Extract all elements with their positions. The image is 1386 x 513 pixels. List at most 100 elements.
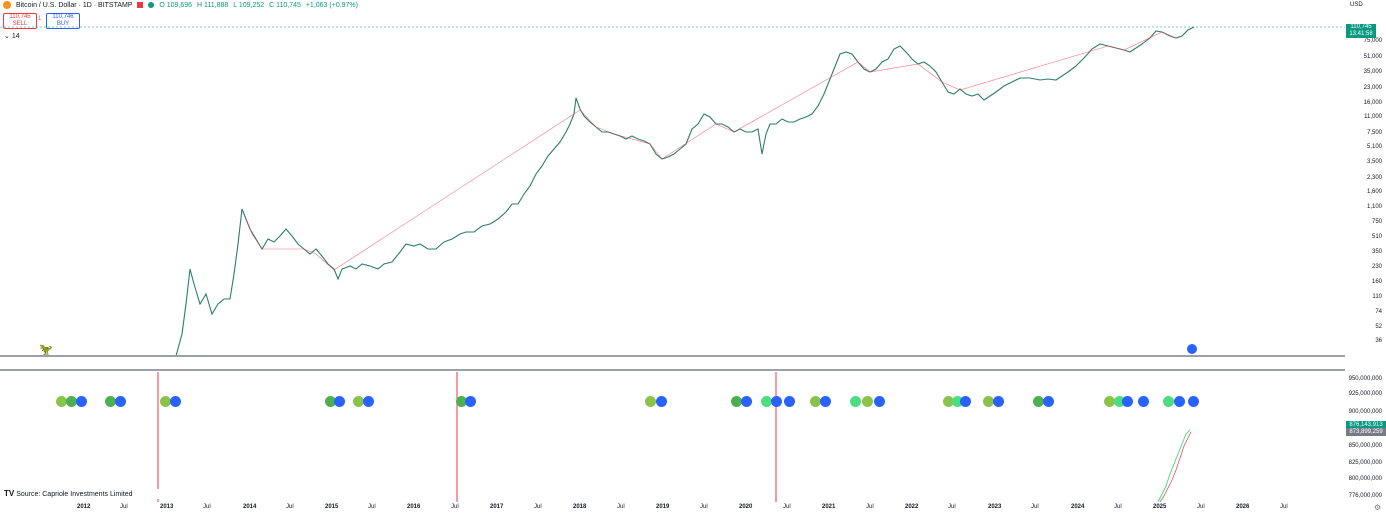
buy-marker[interactable] (1138, 396, 1149, 407)
capitulation-marker[interactable] (810, 396, 821, 407)
price-series-down-accents (245, 31, 1177, 271)
buy-marker[interactable] (874, 396, 885, 407)
indicator-axis-label: 900,000,000 (1348, 409, 1382, 415)
indicator-axis[interactable]: 950,000,000 925,000,000 900,000,000 850,… (1346, 372, 1386, 502)
sell-button[interactable]: 110,745 SELL (3, 13, 37, 29)
capitulation-marker[interactable] (943, 396, 954, 407)
indicator-axis-label: 776,000,000 (1348, 493, 1382, 499)
date-axis-label: Jul (783, 504, 791, 510)
indicator-chart[interactable] (0, 372, 1345, 502)
price-series-line (175, 26, 1195, 356)
symbol-header: Bitcoin / U.S. Dollar · 1D · BITSTAMP O … (0, 0, 1330, 12)
symbol-title[interactable]: Bitcoin / U.S. Dollar · 1D · BITSTAMP (15, 2, 133, 9)
buy-marker[interactable] (465, 396, 476, 407)
buy-marker[interactable] (771, 396, 782, 407)
buy-marker[interactable] (1188, 396, 1199, 407)
capitulation-marker[interactable] (1033, 396, 1044, 407)
capitulation-marker[interactable] (66, 396, 77, 407)
price-axis[interactable]: 75,000 51,000 35,000 23,000 16,000 11,00… (1346, 14, 1386, 356)
capitulation-marker[interactable] (56, 396, 67, 407)
event-flag-icon[interactable] (1187, 344, 1197, 354)
buy-marker[interactable] (76, 396, 87, 407)
buy-marker[interactable] (741, 396, 752, 407)
capitulation-marker[interactable] (952, 396, 963, 407)
last-price-tag: 110,745 13:41:58 (1346, 24, 1376, 38)
capitulation-marker[interactable] (456, 396, 467, 407)
buy-marker[interactable] (363, 396, 374, 407)
market-status-icon (148, 2, 155, 9)
ohlc-low: L 109,252 (233, 2, 265, 9)
date-axis-label: 2015 (325, 504, 339, 510)
dinosaur-icon: 🦖 (39, 344, 53, 356)
chevron-down-icon[interactable]: ⌄ (4, 33, 10, 40)
source-label: TV Source: Capriole Investments Limited (4, 489, 270, 499)
capitulation-marker[interactable] (731, 396, 742, 407)
date-axis-label: Jul (203, 504, 211, 510)
price-axis-label: 36 (1375, 338, 1382, 344)
capitulation-marker[interactable] (645, 396, 656, 407)
capitulation-marker[interactable] (1104, 396, 1115, 407)
sell-label: SELL (12, 21, 28, 27)
date-axis[interactable] (0, 502, 1345, 513)
date-axis-label: Jul (1280, 504, 1288, 510)
capitulation-marker[interactable] (105, 396, 116, 407)
buy-marker[interactable] (820, 396, 831, 407)
date-axis-label: Jul (1197, 504, 1205, 510)
buy-marker[interactable] (1174, 396, 1185, 407)
indicator-row[interactable]: ⌄ 14 (4, 32, 20, 40)
buy-marker[interactable] (115, 396, 126, 407)
price-chart[interactable] (0, 14, 1345, 356)
price-axis-label: 230 (1371, 264, 1382, 270)
capitulation-marker[interactable] (850, 396, 861, 407)
price-axis-label: 35,000 (1363, 69, 1382, 75)
buy-marker[interactable] (170, 396, 181, 407)
date-axis-label: 2016 (407, 504, 421, 510)
sell-price: 110,745 (9, 14, 31, 20)
buy-marker[interactable] (656, 396, 667, 407)
date-axis-label: 2020 (739, 504, 753, 510)
price-axis-label: 16,000 (1363, 100, 1382, 106)
indicator-axis-label: 825,000,000 (1348, 460, 1382, 466)
buy-marker[interactable] (993, 396, 1004, 407)
settings-gear-icon[interactable]: ⚙ (1374, 503, 1382, 512)
capitulation-marker[interactable] (353, 396, 364, 407)
ohlc-high: H 111,888 (197, 2, 229, 9)
price-axis-label: 7,500 (1366, 130, 1382, 136)
tradingview-logo-icon[interactable]: TV (4, 489, 15, 498)
indicator-value-tag-secondary: 873,899,259 (1346, 428, 1386, 436)
date-axis-label: 2023 (988, 504, 1002, 510)
buy-marker[interactable] (960, 396, 971, 407)
date-axis-label: 2021 (822, 504, 836, 510)
capitulation-marker[interactable] (761, 396, 772, 407)
indicator-axis-label: 850,000,000 (1348, 443, 1382, 449)
price-axis-label: 75,000 (1363, 38, 1382, 44)
capitulation-marker[interactable] (1163, 396, 1174, 407)
capitulation-marker[interactable] (1114, 396, 1125, 407)
buy-marker[interactable] (1043, 396, 1054, 407)
buy-button[interactable]: 110,746 BUY (46, 13, 80, 29)
price-axis-label: 750 (1371, 219, 1382, 225)
price-axis-label: 3,500 (1366, 159, 1382, 165)
buy-label: BUY (56, 21, 70, 27)
indicator-axis-label: 800,000,000 (1348, 476, 1382, 482)
price-axis-label: 23,000 (1363, 85, 1382, 91)
capitulation-marker[interactable] (983, 396, 994, 407)
buy-marker[interactable] (1122, 396, 1133, 407)
date-axis-label: Jul (368, 504, 376, 510)
price-axis-label: 2,300 (1366, 175, 1382, 181)
date-axis-label: 2025 (1153, 504, 1167, 510)
capitulation-marker[interactable] (160, 396, 171, 407)
buy-marker[interactable] (784, 396, 795, 407)
indicator-axis-label: 925,000,000 (1348, 391, 1382, 397)
indicator-line (1157, 429, 1191, 502)
capitulation-marker[interactable] (862, 396, 873, 407)
spread-value: 1 (38, 16, 42, 22)
pane-divider[interactable] (0, 369, 1345, 371)
buy-marker[interactable] (334, 396, 345, 407)
currency-label[interactable]: USD (1350, 2, 1363, 8)
price-axis-label: 160 (1371, 279, 1382, 285)
date-axis-label: Jul (948, 504, 956, 510)
pane-divider[interactable] (0, 355, 1345, 357)
date-axis-label: 2013 (160, 504, 174, 510)
capitulation-marker[interactable] (325, 396, 336, 407)
